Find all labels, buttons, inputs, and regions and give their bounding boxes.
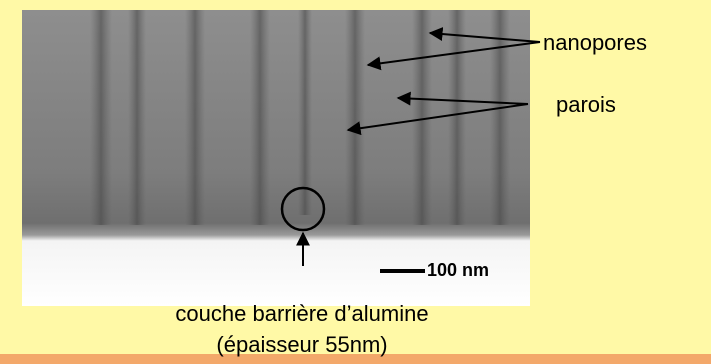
caption-line: couche barrière d’alumine	[175, 301, 428, 326]
figure: nanopores parois 100 nm couche barrière …	[0, 0, 711, 364]
label-parois: parois	[556, 92, 616, 117]
caption-line: (épaisseur 55nm)	[216, 332, 387, 357]
label-nanopores: nanopores	[543, 30, 647, 55]
scale-label: 100 nm	[427, 260, 489, 280]
